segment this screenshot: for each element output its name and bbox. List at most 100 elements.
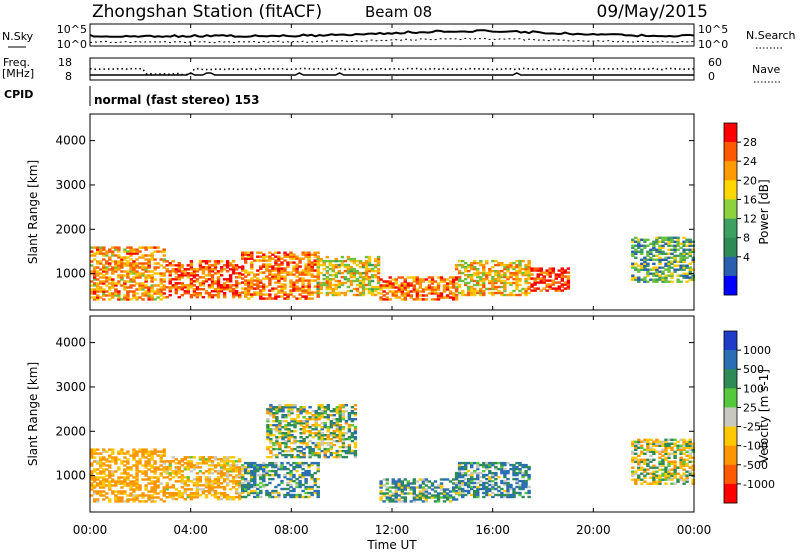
velocity-cell — [439, 482, 444, 485]
velocity-cell — [415, 496, 420, 499]
power-cell — [286, 255, 290, 258]
velocity-cell — [278, 422, 282, 425]
velocity-cell — [198, 470, 203, 473]
power-cell — [385, 282, 389, 285]
velocity-cell — [159, 458, 163, 461]
velocity-cell — [132, 496, 136, 499]
power-cell — [364, 263, 369, 267]
velocity-cell — [652, 478, 656, 481]
power-cell — [126, 250, 130, 253]
velocity-cell — [192, 494, 197, 497]
velocity-cell — [213, 492, 218, 495]
power-cell — [560, 289, 564, 292]
velocity-cell — [198, 466, 203, 469]
velocity-cell — [286, 481, 290, 485]
velocity-cell — [216, 472, 221, 475]
velocity-cell — [476, 467, 480, 471]
power-cell — [673, 254, 677, 257]
power-cell — [117, 294, 121, 297]
power-cell — [102, 290, 106, 293]
velocity-cell — [320, 412, 324, 415]
power-cell — [467, 293, 471, 297]
velocity-cell — [259, 475, 263, 479]
velocity-cell — [117, 476, 121, 479]
power-cell — [445, 284, 450, 287]
velocity-cell — [305, 445, 309, 449]
power-cell — [521, 267, 525, 271]
velocity-cell — [299, 422, 303, 425]
velocity-cell — [682, 442, 686, 445]
velocity-cell — [210, 490, 215, 493]
velocity-cell — [676, 444, 680, 447]
velocity-cell — [433, 496, 438, 499]
power-cell — [174, 290, 178, 293]
velocity-cell — [347, 424, 352, 427]
velocity-cell — [138, 486, 142, 489]
velocity-cell — [241, 489, 245, 493]
power-colorbar-segment — [724, 161, 737, 181]
power-cell — [93, 276, 97, 279]
power-cell — [497, 261, 501, 265]
power-cell — [679, 266, 683, 269]
power-cell — [198, 292, 203, 295]
power-cell — [655, 268, 659, 271]
power-cell — [340, 259, 345, 263]
power-cell — [364, 259, 369, 263]
velocity-cell — [278, 451, 282, 455]
power-cell — [512, 267, 516, 271]
power-cell — [301, 291, 305, 294]
power-cell — [328, 287, 332, 291]
power-colorbar-tick-label: 4 — [743, 251, 750, 264]
velocity-cell — [144, 478, 148, 481]
power-cell — [646, 258, 650, 261]
velocity-cell — [204, 496, 209, 499]
velocity-cell — [117, 500, 121, 503]
velocity-cell — [299, 436, 303, 439]
power-cell — [485, 277, 489, 281]
velocity-cell — [673, 442, 677, 445]
velocity-cell — [231, 456, 236, 459]
velocity-cell — [350, 451, 355, 455]
velocity-cell — [439, 496, 444, 499]
velocity-cell — [424, 494, 429, 497]
velocity-cell — [338, 434, 342, 437]
power-cell — [247, 293, 251, 296]
power-cell — [304, 289, 308, 292]
velocity-cell — [304, 479, 308, 483]
velocity-cell — [316, 489, 320, 493]
velocity-cell — [344, 420, 349, 423]
power-cell — [358, 281, 363, 285]
power-cell — [114, 282, 118, 285]
velocity-cell — [679, 446, 683, 449]
power-cell — [135, 296, 139, 299]
power-cell — [138, 274, 142, 277]
velocity-cell — [296, 420, 300, 423]
power-cell — [488, 279, 492, 283]
power-cell — [349, 271, 354, 275]
velocity-cell — [93, 498, 97, 501]
velocity-cell — [174, 480, 178, 483]
power-cell — [640, 244, 644, 247]
velocity-colorbar-segment — [724, 464, 737, 485]
velocity-cell — [308, 445, 312, 449]
power-cell — [682, 240, 686, 243]
power-cell — [277, 257, 281, 260]
velocity-cell — [421, 486, 426, 489]
power-cell — [482, 281, 486, 285]
velocity-cell — [688, 448, 692, 451]
velocity-cell — [457, 487, 462, 491]
velocity-cell — [350, 436, 355, 439]
power-cell — [479, 293, 483, 297]
power-cell — [231, 294, 236, 297]
power-cell — [207, 264, 212, 267]
velocity-cell — [180, 482, 184, 485]
velocity-cell — [198, 484, 203, 487]
velocity-cell — [156, 492, 160, 495]
power-cell — [247, 289, 251, 292]
power-cell — [536, 267, 540, 270]
velocity-cell — [344, 437, 349, 441]
velocity-cell — [123, 460, 127, 463]
velocity-cell — [183, 456, 187, 459]
velocity-cell — [225, 494, 230, 497]
power-cell — [667, 252, 671, 255]
